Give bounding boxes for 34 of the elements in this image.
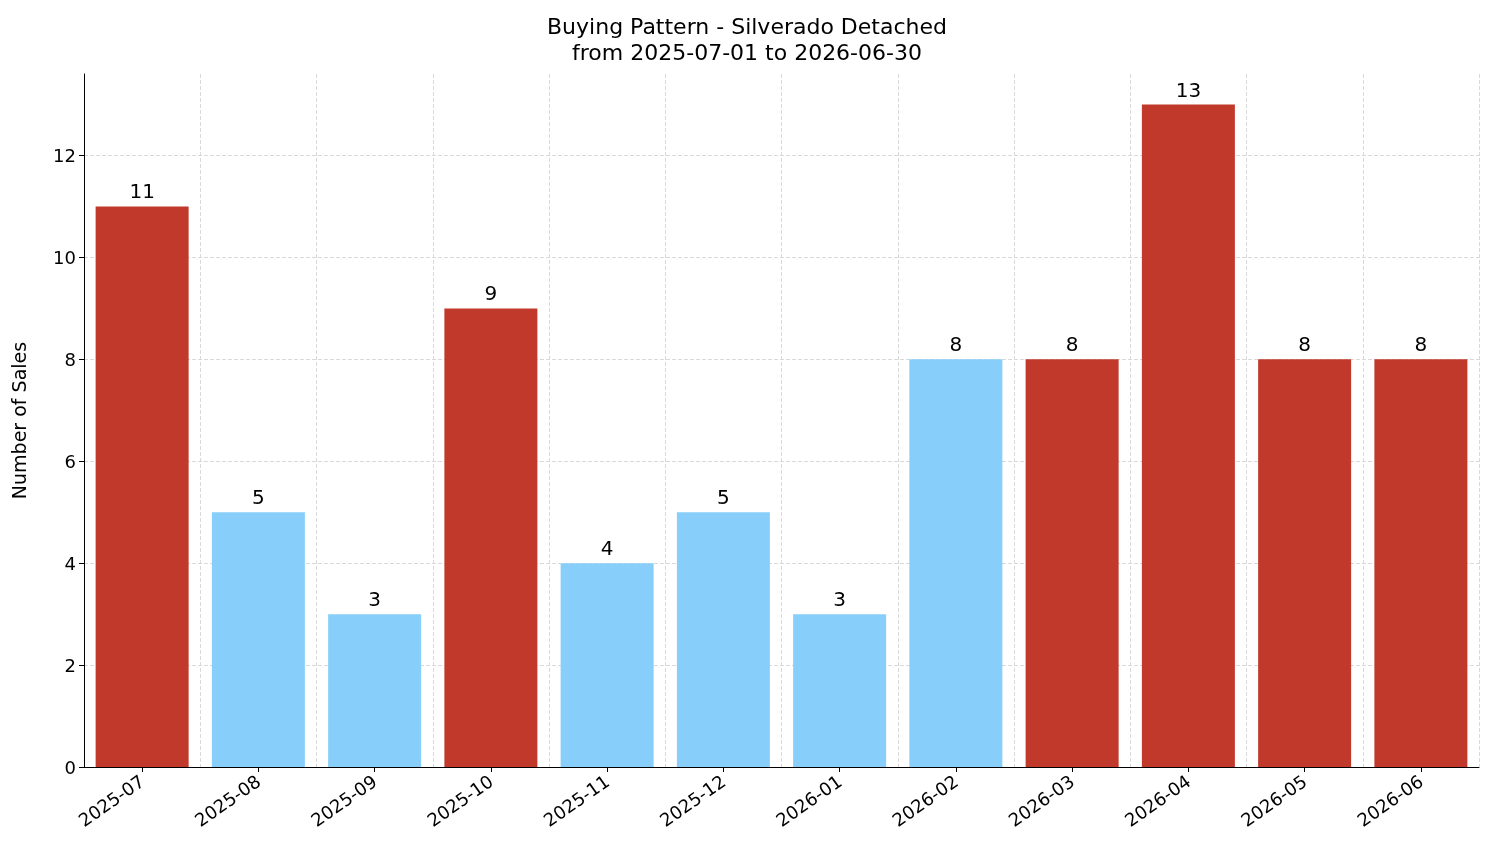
y-tick-label: 0 [64,756,76,778]
bar [211,512,305,767]
bar [444,308,538,767]
data-label: 3 [368,587,381,612]
bar [1025,359,1119,767]
bar [676,512,770,767]
bar [95,206,189,767]
data-label: 5 [717,485,730,510]
y-tick-label: 4 [64,552,76,574]
data-label: 9 [484,281,498,306]
bar [909,359,1003,767]
y-tick-label: 12 [53,145,76,167]
data-label: 4 [600,536,614,561]
y-tick-label: 6 [64,450,76,472]
bar [1258,359,1352,767]
data-label: 8 [1414,332,1428,357]
bar [1141,104,1235,767]
bar [560,563,654,767]
data-label: 8 [1298,332,1311,357]
data-label: 8 [1065,332,1079,357]
y-tick-label: 8 [64,348,76,370]
chart-subtitle: from 2025-07-01 to 2026-06-30 [572,39,922,65]
data-label: 8 [949,332,963,357]
y-tick-label: 10 [53,246,76,268]
bar [1374,359,1468,767]
data-label: 11 [129,179,155,204]
y-axis-title: Number of Sales [7,341,30,500]
data-label: 13 [1175,77,1202,102]
data-label: 3 [833,587,846,612]
data-label: 5 [252,485,265,510]
y-tick-label: 2 [64,654,76,676]
chart-title: Buying Pattern - Silverado Detached [547,13,947,39]
bar [328,614,422,767]
bar [793,614,887,767]
